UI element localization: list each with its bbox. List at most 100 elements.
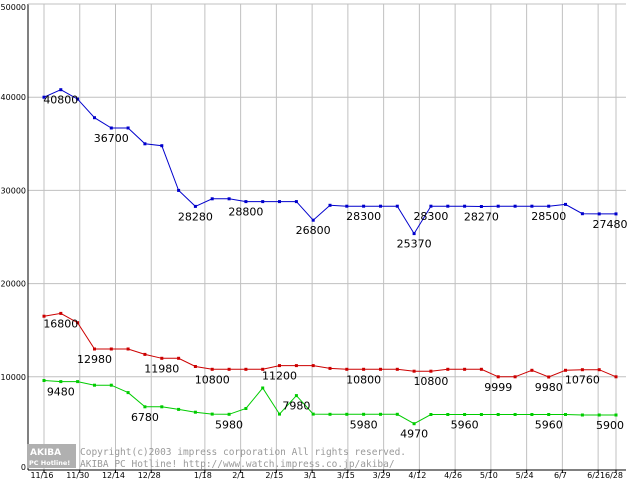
data-point: [395, 367, 399, 371]
data-label: 28300: [413, 210, 448, 223]
data-point: [446, 367, 450, 371]
data-label: 28280: [178, 210, 213, 223]
data-point: [446, 413, 450, 416]
x-tick-label: 3/29: [373, 471, 391, 480]
data-point: [395, 412, 399, 416]
x-tick-label: 6/28: [605, 471, 623, 480]
data-point: [93, 347, 96, 351]
data-point: [530, 413, 534, 416]
series-line-0: [43, 89, 616, 235]
data-label: 10760: [565, 374, 600, 387]
data-point: [109, 347, 113, 351]
data-point: [395, 204, 399, 208]
data-label: 12980: [77, 353, 112, 366]
logo-box: [27, 444, 76, 468]
data-point: [109, 126, 113, 130]
data-label: 6780: [131, 411, 159, 424]
data-point: [59, 380, 63, 384]
data-label: 25370: [397, 238, 432, 251]
data-point: [513, 413, 517, 416]
data-point: [126, 126, 130, 130]
data-point: [362, 412, 366, 416]
series-group: [42, 88, 618, 426]
data-point: [530, 204, 534, 208]
x-tick-label: 6/21: [587, 471, 605, 480]
data-point: [614, 413, 618, 417]
data-label: 9999: [484, 381, 512, 394]
data-point: [278, 412, 281, 416]
data-point: [345, 367, 349, 371]
data-point: [42, 379, 46, 382]
data-point: [479, 367, 483, 371]
data-point: [580, 413, 584, 417]
data-point: [160, 144, 164, 148]
data-point: [530, 368, 534, 372]
data-point: [362, 367, 366, 371]
data-point: [42, 314, 46, 318]
data-point: [126, 347, 130, 351]
data-point: [177, 407, 181, 411]
data-point: [177, 356, 181, 360]
data-point: [59, 311, 63, 315]
data-label: 11980: [144, 362, 179, 375]
data-point: [328, 366, 332, 370]
data-point: [496, 204, 500, 208]
data-label: 5980: [350, 418, 378, 431]
data-point: [496, 375, 500, 379]
data-point: [513, 204, 517, 208]
x-tick-label: 2/15: [265, 471, 283, 480]
data-label: 40800: [43, 94, 78, 107]
data-point: [294, 394, 298, 398]
data-point: [412, 422, 416, 426]
data-point: [311, 364, 315, 368]
data-point: [261, 386, 265, 390]
series-line-2: [43, 380, 616, 425]
data-point: [580, 368, 584, 372]
x-tick-label: 4/26: [444, 471, 462, 480]
data-point: [379, 204, 382, 208]
data-point: [412, 369, 416, 373]
data-label: 28500: [531, 210, 566, 223]
data-point: [76, 97, 80, 101]
data-label: 9480: [47, 386, 75, 399]
x-tick-label: 1/18: [194, 471, 212, 480]
data-point: [345, 412, 349, 416]
data-point: [580, 212, 584, 216]
data-point: [42, 95, 46, 99]
data-point: [143, 405, 147, 409]
data-point: [547, 204, 551, 208]
x-tick-label: 2/1: [232, 471, 245, 480]
data-point: [345, 204, 349, 208]
data-point: [463, 413, 467, 416]
data-point: [614, 212, 618, 216]
data-point: [261, 200, 265, 204]
data-point: [463, 204, 467, 208]
data-point: [160, 405, 164, 409]
x-tick-label: 12/14: [102, 471, 125, 480]
data-label: 5960: [451, 419, 479, 432]
data-point: [93, 383, 96, 387]
data-point: [446, 204, 450, 208]
data-point: [496, 413, 500, 416]
data-point: [597, 368, 601, 372]
data-point: [193, 410, 197, 414]
x-tick-label: 11/16: [30, 471, 53, 480]
data-point: [412, 232, 416, 236]
data-point: [193, 204, 197, 208]
data-point: [597, 212, 601, 216]
data-point: [479, 205, 483, 208]
data-point: [547, 375, 551, 379]
data-point: [126, 391, 130, 395]
data-point: [463, 367, 467, 371]
data-point: [244, 200, 248, 204]
data-point: [429, 413, 433, 416]
data-label: 10800: [195, 373, 230, 386]
data-point: [379, 412, 382, 416]
logo-top-text: AKIBA: [30, 448, 61, 458]
x-tick-label: 5/24: [516, 471, 534, 480]
data-point: [614, 375, 618, 379]
copyright-line: Copyright(c)2003 impress corporation All…: [80, 447, 406, 458]
x-tick-label: 12/28: [138, 471, 161, 480]
data-point: [93, 116, 96, 120]
